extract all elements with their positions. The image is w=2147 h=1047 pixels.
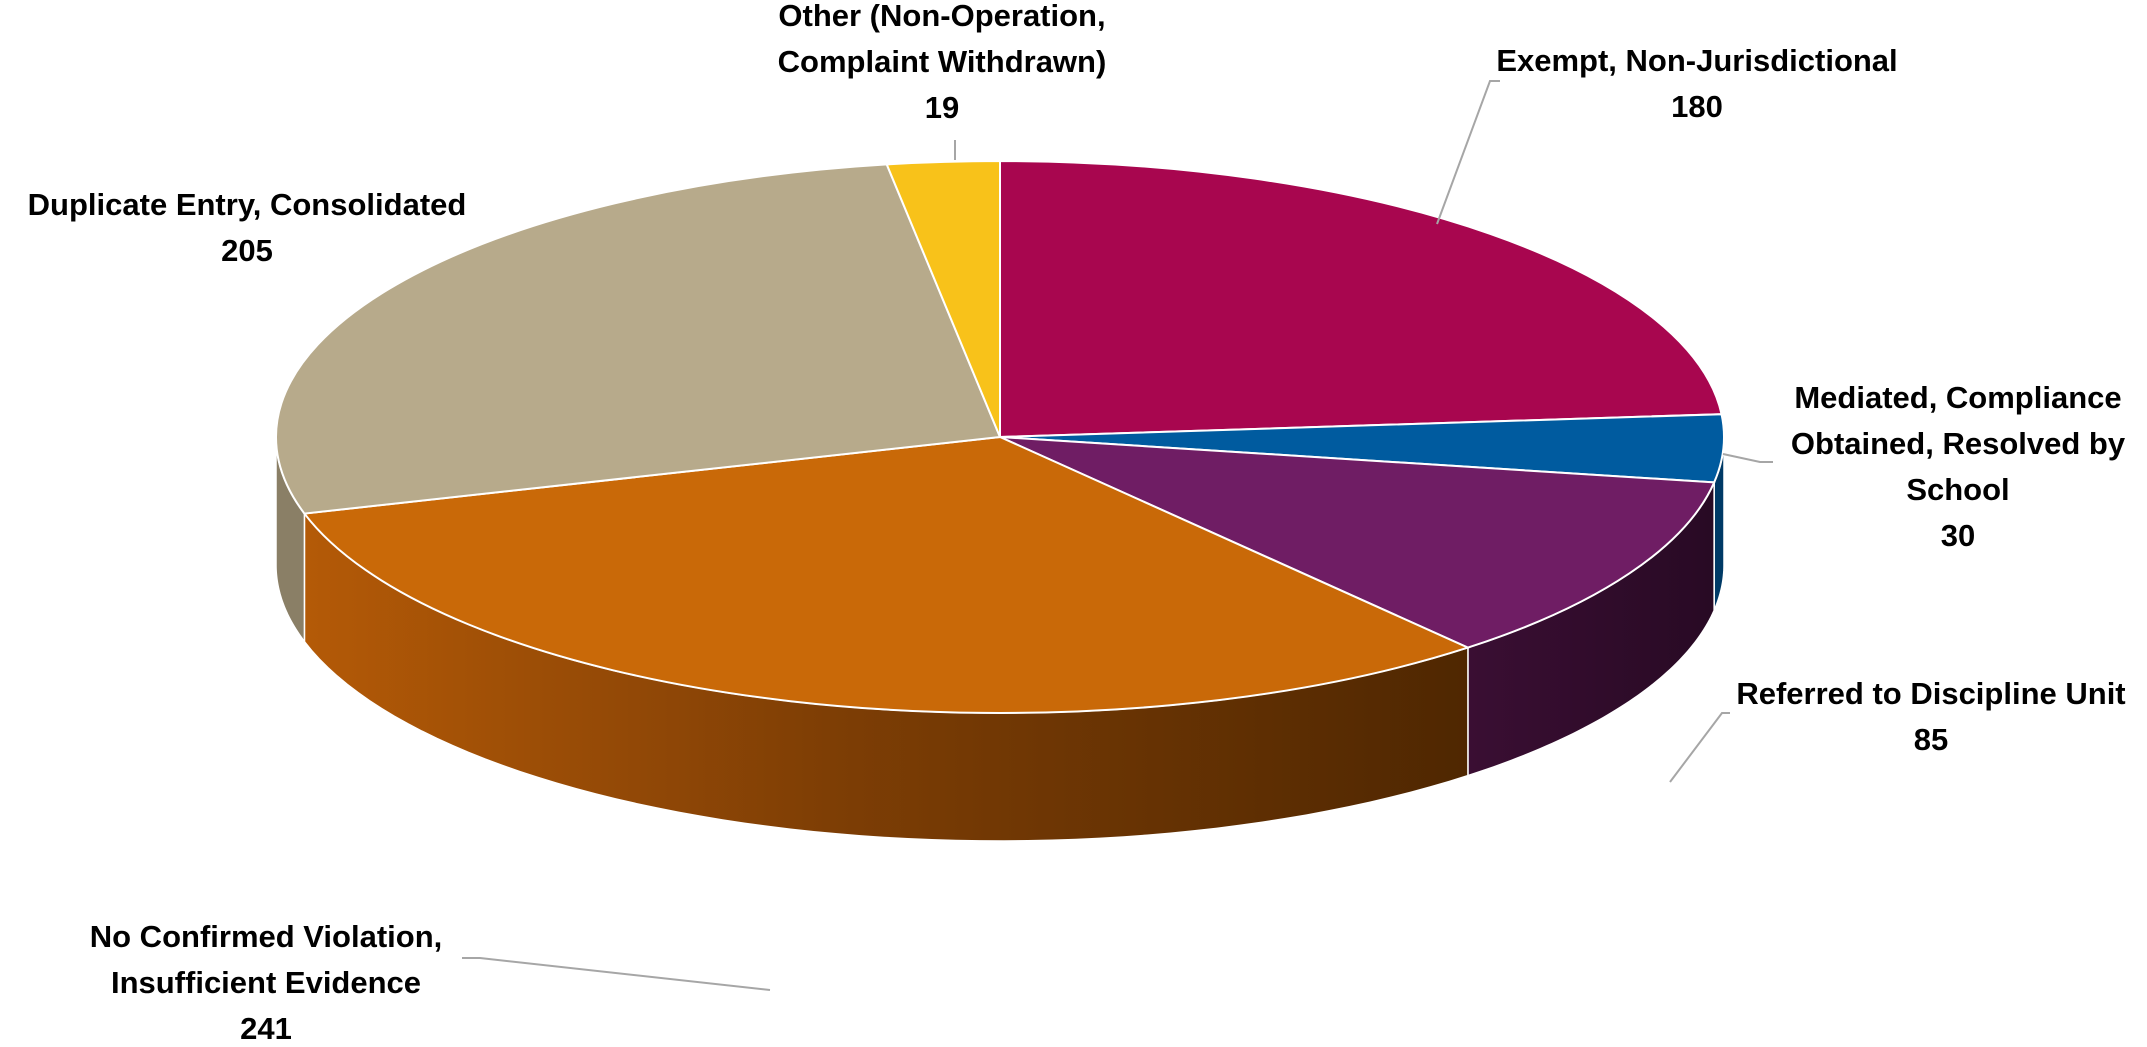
data-label-value-5: 19 — [925, 90, 959, 125]
data-label-value-0: 180 — [1671, 89, 1723, 124]
data-label-4: Duplicate Entry, Consolidated 205 — [28, 187, 467, 268]
leader-line-2 — [1669, 712, 1730, 783]
leader-line-3 — [462, 957, 771, 991]
data-label-text-1: Obtained, Resolved by — [1791, 426, 2126, 461]
data-label-text-5: Complaint Withdrawn) — [778, 44, 1107, 79]
data-label-text-1: School — [1906, 472, 2009, 507]
pie-slice-5 — [885, 159, 1001, 438]
pie-slice-3 — [302, 435, 1471, 714]
data-label-5: Other (Non-Operation, Complaint Withdrawn… — [778, 0, 1107, 125]
pie-slice-2 — [999, 436, 1716, 649]
leader-line-1 — [1722, 453, 1773, 463]
pie-slice-0 — [999, 159, 1723, 439]
pie-slice-1 — [999, 413, 1726, 484]
data-label-value-3: 241 — [240, 1011, 292, 1042]
pie-slice-4 — [275, 163, 1002, 515]
data-label-value-2: 85 — [1914, 722, 1948, 757]
data-label-2: Referred to Discipline Unit 85 — [1736, 676, 2125, 757]
pie-slices — [275, 159, 1726, 714]
data-label-text-1: Mediated, Compliance — [1794, 380, 2121, 415]
data-labels: Exempt, Non-Jurisdictional 180 Mediated, C… — [28, 0, 2126, 1046]
leader-lines — [462, 80, 1773, 991]
data-label-1: Mediated, Compliance Obtained, Resolved b… — [1791, 380, 2126, 553]
data-label-value-4: 205 — [221, 233, 273, 268]
data-label-3: No Confirmed Violation, Insufficient Evid… — [90, 919, 443, 1046]
data-label-text-2: Referred to Discipline Unit — [1736, 676, 2125, 711]
data-label-value-1: 30 — [1941, 518, 1975, 553]
data-label-0: Exempt, Non-Jurisdictional 180 — [1496, 43, 1897, 124]
data-label-text-3: No Confirmed Violation, — [90, 919, 443, 954]
data-label-text-0: Exempt, Non-Jurisdictional — [1496, 43, 1897, 78]
data-label-text-3: Insufficient Evidence — [111, 965, 421, 1000]
data-label-text-5: Other (Non-Operation, — [778, 0, 1105, 33]
data-label-text-4: Duplicate Entry, Consolidated — [28, 187, 467, 222]
leader-line-0 — [1436, 80, 1500, 225]
